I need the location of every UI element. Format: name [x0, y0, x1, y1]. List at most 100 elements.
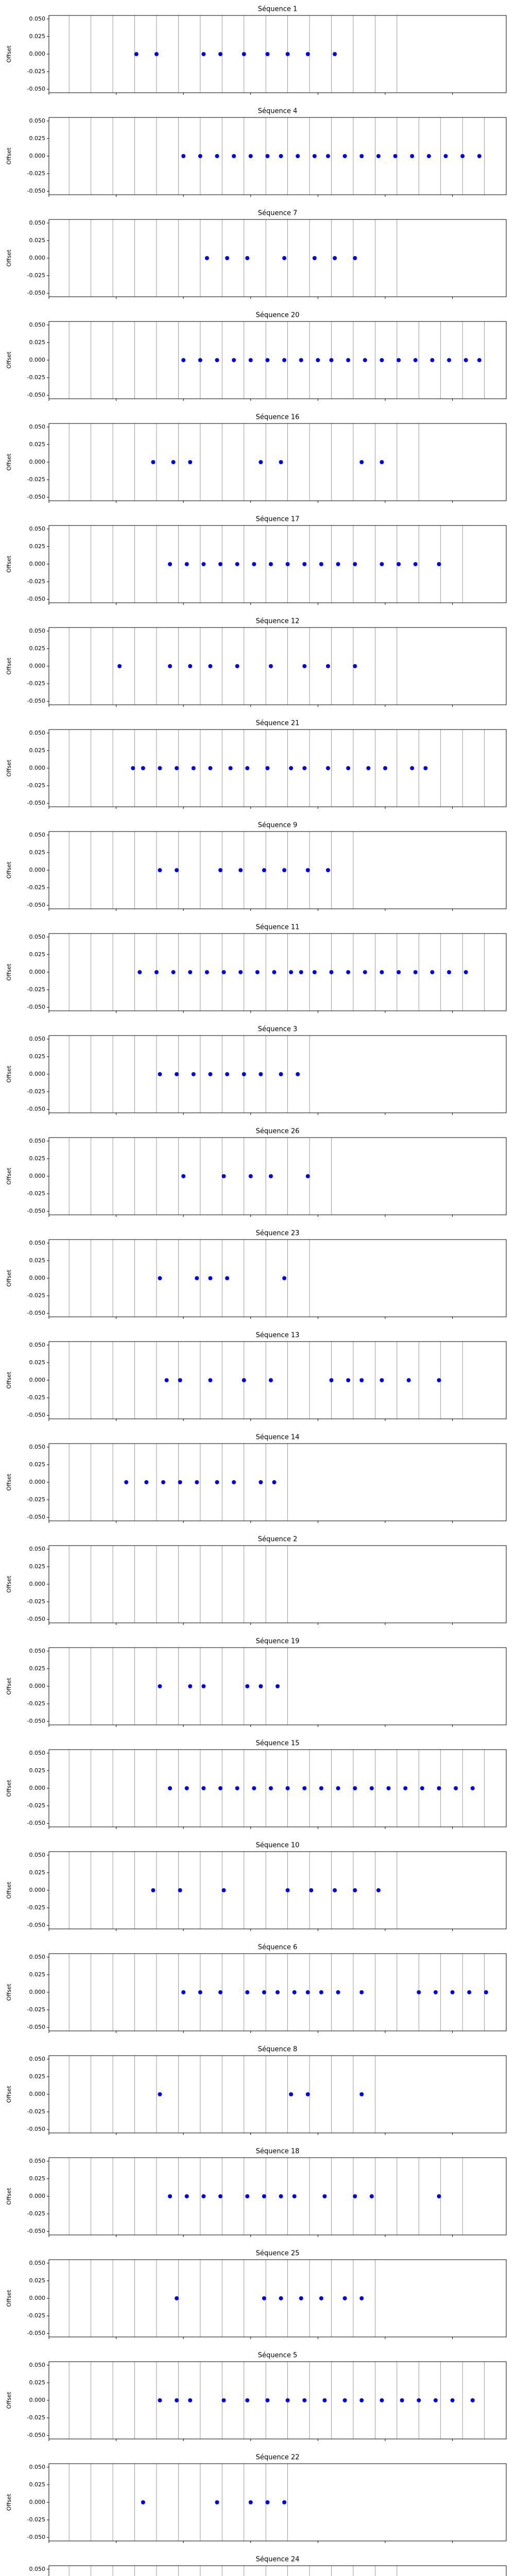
point [259, 1480, 263, 1484]
y-tick-label: 0.050 [29, 1546, 46, 1552]
y-tick-label: 0.025 [29, 543, 46, 550]
point [366, 766, 371, 770]
y-tick-label: 0.025 [29, 1155, 46, 1162]
point [319, 2296, 323, 2300]
point [454, 1786, 458, 1790]
y-tick-label: 0.025 [29, 237, 46, 244]
point [265, 2398, 270, 2402]
y-tick-label: 0.025 [29, 2073, 46, 2080]
point [252, 562, 256, 566]
panel-title: Séquence 20 [256, 312, 300, 319]
y-tick-label: -0.025 [27, 1394, 45, 1401]
y-tick-label: 0.050 [29, 2464, 46, 2470]
y-tick-label: -0.025 [27, 476, 45, 483]
point [353, 1786, 357, 1790]
point [282, 868, 287, 872]
y-tick-label: 0.000 [29, 969, 46, 975]
point [386, 1786, 391, 1790]
y-tick-label: 0.025 [29, 849, 46, 856]
panel-title: Séquence 3 [258, 1026, 298, 1033]
point [353, 562, 357, 566]
point [208, 1072, 213, 1076]
point [188, 2398, 193, 2402]
panel-title: Séquence 23 [256, 1230, 300, 1238]
y-tick-label: -0.050 [27, 2024, 45, 2030]
y-axis-label: Offset [6, 351, 12, 369]
point [242, 52, 246, 56]
y-tick-label: 0.000 [29, 663, 46, 669]
point [232, 154, 236, 158]
panel-title: Séquence 13 [256, 1332, 300, 1340]
point [282, 2500, 287, 2504]
y-tick-label: 0.000 [29, 255, 46, 261]
y-tick-label: 0.025 [29, 1767, 46, 1774]
y-axis-label: Offset [6, 963, 12, 981]
point [276, 1990, 280, 1994]
y-tick-label: 0.050 [29, 1240, 46, 1246]
y-axis-label: Offset [6, 1984, 12, 2001]
point [151, 1888, 156, 1892]
axes-frame [48, 2463, 507, 2541]
point [417, 1990, 421, 1994]
y-tick-label: -0.025 [27, 2210, 45, 2217]
point [369, 1786, 374, 1790]
point [285, 52, 290, 56]
y-tick-label: -0.025 [27, 1088, 45, 1095]
point [346, 1378, 351, 1382]
point [333, 52, 337, 56]
y-tick-label: 0.050 [29, 2056, 46, 2062]
y-tick-label: 0.025 [29, 1359, 46, 1366]
point [201, 1684, 206, 1688]
point [161, 1480, 165, 1484]
point [380, 460, 384, 464]
point [359, 1378, 364, 1382]
point [268, 562, 273, 566]
point [397, 358, 401, 362]
point [208, 664, 213, 668]
y-tick-label: -0.050 [27, 1820, 45, 1826]
y-axis-label: Offset [6, 1677, 12, 1695]
y-tick-label: 0.000 [29, 2193, 46, 2199]
y-tick-label: -0.025 [27, 68, 45, 75]
panel-title: Séquence 24 [256, 2556, 300, 2564]
point [262, 868, 266, 872]
point [221, 1888, 226, 1892]
panel-title: Séquence 12 [256, 618, 300, 625]
y-tick-label: -0.050 [27, 1004, 45, 1010]
point [276, 1684, 280, 1688]
point [292, 2194, 297, 2198]
point [322, 2398, 327, 2402]
point [380, 562, 384, 566]
point [333, 256, 337, 260]
point [124, 1480, 129, 1484]
y-tick-label: 0.050 [29, 628, 46, 634]
point [309, 1888, 314, 1892]
y-tick-label: 0.050 [29, 934, 46, 940]
y-tick-label: 0.050 [29, 1036, 46, 1042]
point [477, 154, 482, 158]
point [181, 1174, 186, 1178]
axes-frame [48, 423, 507, 501]
y-tick-label: 0.000 [29, 1683, 46, 1689]
point [265, 154, 270, 158]
y-axis-label: Offset [6, 1575, 12, 1593]
point [248, 154, 253, 158]
point [336, 1990, 340, 1994]
point [265, 358, 270, 362]
axes-frame [48, 321, 507, 399]
point [363, 358, 367, 362]
panel-title: Séquence 21 [256, 720, 300, 727]
y-tick-label: -0.050 [27, 1718, 45, 1724]
point [252, 1786, 256, 1790]
point [168, 562, 173, 566]
point [279, 460, 283, 464]
point [242, 1072, 246, 1076]
y-axis-label: Offset [6, 759, 12, 777]
point [329, 1378, 334, 1382]
y-tick-label: -0.050 [27, 1412, 45, 1418]
point [184, 2194, 189, 2198]
y-axis-label: Offset [6, 45, 12, 63]
y-tick-label: 0.000 [29, 1785, 46, 1791]
y-tick-label: -0.025 [27, 272, 45, 279]
